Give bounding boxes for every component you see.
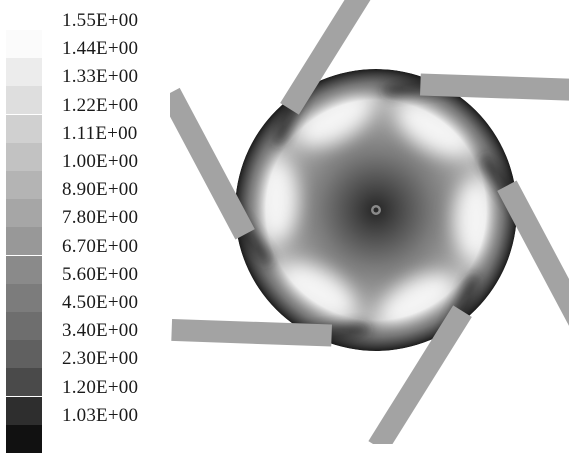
legend-swatch [6, 142, 42, 171]
legend-label: 1.44E+00 [62, 38, 139, 60]
legend-label: 1.20E+00 [62, 376, 139, 398]
legend-swatch [6, 114, 42, 143]
impeller-blade [420, 73, 569, 102]
legend-swatch [6, 86, 42, 115]
legend-swatch [6, 227, 42, 256]
center-hub-dot [373, 207, 379, 213]
impeller-blade [171, 318, 332, 347]
color-scale-legend: 1.55E+00 1.44E+00 1.33E+00 1.22E+00 1.11E+00… [0, 0, 200, 453]
legend-swatch [6, 312, 42, 340]
impeller-blades [170, 0, 569, 444]
legend-swatch [6, 255, 42, 284]
impeller-blade [497, 180, 569, 333]
legend-label: 1.11E+00 [62, 122, 138, 144]
legend-swatch [6, 368, 42, 397]
legend-swatch [6, 396, 42, 425]
legend-label: 1.22E+00 [62, 94, 139, 116]
legend-label: 6.70E+00 [62, 235, 139, 257]
legend-swatch [6, 340, 42, 369]
legend-label: 1.03E+00 [62, 404, 139, 426]
legend-swatch [6, 171, 42, 199]
legend-swatch [6, 30, 42, 58]
impeller-blade [280, 0, 384, 115]
impeller-blade [368, 305, 472, 444]
legend-swatch [6, 424, 42, 453]
legend-label: 8.90E+00 [62, 179, 139, 201]
legend-label: 2.30E+00 [62, 348, 139, 370]
legend-label: 5.60E+00 [62, 263, 139, 285]
legend-label: 4.50E+00 [62, 292, 139, 313]
legend-swatch [6, 199, 42, 228]
legend-label: 1.33E+00 [62, 66, 139, 88]
impeller-contour-plot [170, 0, 569, 444]
legend-swatch [6, 58, 42, 87]
legend-label: 7.80E+00 [62, 207, 139, 229]
legend-label: 3.40E+00 [62, 320, 139, 342]
legend-swatch [6, 283, 42, 312]
impeller-blade [170, 87, 255, 240]
legend-label: 1.00E+00 [62, 151, 139, 172]
legend-label: 1.55E+00 [62, 10, 139, 31]
